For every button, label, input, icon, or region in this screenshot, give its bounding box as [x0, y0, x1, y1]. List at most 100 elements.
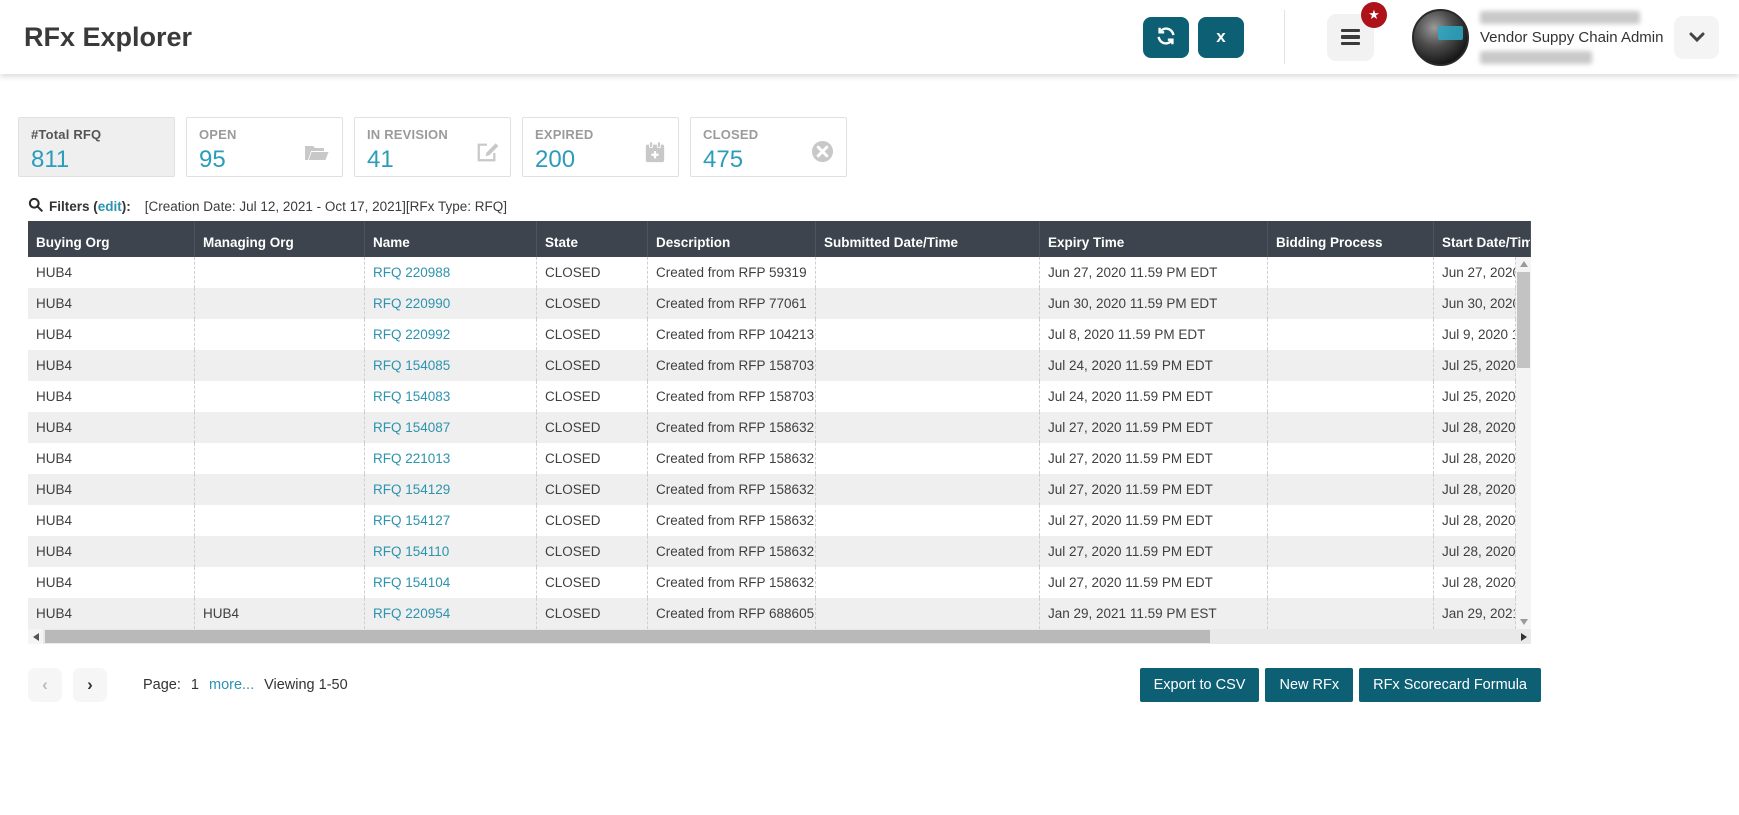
edit-filters-link[interactable]: edit — [98, 199, 122, 214]
table-cell — [1268, 319, 1434, 350]
table-cell: HUB4 — [195, 598, 365, 629]
table-row: HUB4RFQ 154087CLOSEDCreated from RFP 158… — [28, 412, 1516, 443]
stat-card-in-revision[interactable]: IN REVISION 41 — [354, 117, 511, 177]
table-cell: CLOSED — [537, 536, 648, 567]
table-cell — [816, 474, 1040, 505]
star-icon: ★ — [1368, 7, 1380, 23]
rfq-link[interactable]: RFQ 220990 — [373, 296, 450, 311]
table-cell: CLOSED — [537, 288, 648, 319]
close-button[interactable]: x — [1198, 17, 1244, 58]
more-pages-link[interactable]: more... — [209, 677, 254, 693]
rfx-scorecard-formula-button[interactable]: RFx Scorecard Formula — [1359, 668, 1541, 702]
rfq-link[interactable]: RFQ 220954 — [373, 606, 450, 621]
rfq-link[interactable]: RFQ 154129 — [373, 482, 450, 497]
stat-card-open[interactable]: OPEN 95 — [186, 117, 343, 177]
stat-card-total-rfq[interactable]: #Total RFQ 811 — [18, 117, 175, 177]
table-cell: RFQ 220992 — [365, 319, 537, 350]
table-cell: Jul 28, 2020 — [1434, 443, 1516, 474]
chevron-down-icon — [1689, 30, 1705, 45]
hamburger-menu-icon — [1341, 29, 1360, 33]
table-cell — [816, 381, 1040, 412]
table-header: Buying Org Managing Org Name State Descr… — [28, 221, 1531, 257]
table-cell: Jun 27, 2020 11.59 PM EDT — [1040, 257, 1268, 288]
rfq-link[interactable]: RFQ 221013 — [373, 451, 450, 466]
column-header-name[interactable]: Name — [365, 221, 537, 257]
pagination-status: Page: 1 more... Viewing 1-50 — [143, 677, 348, 693]
table-cell: RFQ 220990 — [365, 288, 537, 319]
rfq-link[interactable]: RFQ 154104 — [373, 575, 450, 590]
table-cell: Jul 28, 2020 — [1434, 505, 1516, 536]
table-cell: Jul 28, 2020 — [1434, 474, 1516, 505]
table-cell — [195, 288, 365, 319]
table-cell: Jul 28, 2020 — [1434, 536, 1516, 567]
table-cell: HUB4 — [28, 443, 195, 474]
scroll-right-arrow-icon[interactable] — [1516, 629, 1531, 644]
table-cell — [816, 257, 1040, 288]
horizontal-scrollbar[interactable] — [28, 629, 1531, 644]
horizontal-scrollbar-thumb[interactable] — [45, 630, 1210, 643]
vertical-scrollbar[interactable] — [1516, 257, 1531, 629]
column-header-state[interactable]: State — [537, 221, 648, 257]
avatar[interactable] — [1412, 9, 1469, 66]
table-cell: HUB4 — [28, 350, 195, 381]
stat-label: IN REVISION — [367, 127, 498, 142]
column-header-expiry[interactable]: Expiry Time — [1040, 221, 1268, 257]
table-cell: RFQ 154110 — [365, 536, 537, 567]
table-cell: CLOSED — [537, 443, 648, 474]
column-header-description[interactable]: Description — [648, 221, 816, 257]
table-cell: RFQ 154085 — [365, 350, 537, 381]
rfq-link[interactable]: RFQ 154110 — [373, 544, 449, 559]
rfq-link[interactable]: RFQ 220992 — [373, 327, 450, 342]
table-cell: RFQ 220954 — [365, 598, 537, 629]
table-cell: HUB4 — [28, 505, 195, 536]
table-cell: CLOSED — [537, 350, 648, 381]
rfq-link[interactable]: RFQ 154127 — [373, 513, 450, 528]
table-cell: Jul 25, 2020 — [1434, 350, 1516, 381]
table-cell — [1268, 381, 1434, 412]
next-page-button[interactable]: › — [73, 668, 107, 702]
table-cell: Jul 27, 2020 11.59 PM EDT — [1040, 412, 1268, 443]
refresh-button[interactable] — [1143, 17, 1189, 58]
table-body: HUB4RFQ 220988CLOSEDCreated from RFP 593… — [28, 257, 1516, 629]
stat-card-expired[interactable]: EXPIRED 200 — [522, 117, 679, 177]
column-header-submitted[interactable]: Submitted Date/Time — [816, 221, 1040, 257]
column-header-managing-org[interactable]: Managing Org — [195, 221, 365, 257]
scroll-left-arrow-icon[interactable] — [28, 629, 43, 644]
column-header-bidding-process[interactable]: Bidding Process — [1268, 221, 1434, 257]
table-row: HUB4RFQ 154110CLOSEDCreated from RFP 158… — [28, 536, 1516, 567]
table-cell: HUB4 — [28, 474, 195, 505]
table-cell: Created from RFP 158703 — [648, 350, 816, 381]
stat-label: EXPIRED — [535, 127, 666, 142]
footer-actions: Export to CSV New RFx RFx Scorecard Form… — [1140, 668, 1541, 702]
table-cell: Created from RFP 158632 — [648, 536, 816, 567]
rfq-link[interactable]: RFQ 154083 — [373, 389, 450, 404]
table-cell: Created from RFP 158632 — [648, 412, 816, 443]
table-cell: Created from RFP 158632 — [648, 505, 816, 536]
refresh-icon — [1155, 25, 1177, 50]
vertical-scrollbar-thumb[interactable] — [1517, 272, 1530, 368]
table-cell: RFQ 221013 — [365, 443, 537, 474]
table-cell: Jul 24, 2020 11.59 PM EDT — [1040, 350, 1268, 381]
column-header-buying-org[interactable]: Buying Org — [28, 221, 195, 257]
table-row: HUB4RFQ 220990CLOSEDCreated from RFP 770… — [28, 288, 1516, 319]
rfq-link[interactable]: RFQ 154087 — [373, 420, 450, 435]
scroll-up-arrow-icon[interactable] — [1516, 257, 1531, 271]
prev-page-button[interactable]: ‹ — [28, 668, 62, 702]
rfq-link[interactable]: RFQ 154085 — [373, 358, 450, 373]
table-cell: Jun 30, 2020 11.59 PM EDT — [1040, 288, 1268, 319]
new-rfx-button[interactable]: New RFx — [1265, 668, 1353, 702]
stat-card-closed[interactable]: CLOSED 475 — [690, 117, 847, 177]
table-cell — [195, 443, 365, 474]
table-cell — [195, 474, 365, 505]
redacted-user-org — [1480, 51, 1592, 64]
table-cell — [195, 319, 365, 350]
column-header-start-date[interactable]: Start Date/Tim — [1434, 221, 1531, 257]
table-cell: Jun 27, 2020 — [1434, 257, 1516, 288]
export-csv-button[interactable]: Export to CSV — [1140, 668, 1260, 702]
rfq-link[interactable]: RFQ 220988 — [373, 265, 450, 280]
table-cell: Jul 8, 2020 11.59 PM EDT — [1040, 319, 1268, 350]
filters-label: Filters (edit): — [49, 199, 131, 214]
scroll-down-arrow-icon[interactable] — [1516, 615, 1531, 629]
notification-badge[interactable]: ★ — [1361, 2, 1387, 28]
user-menu-dropdown-button[interactable] — [1674, 16, 1719, 59]
